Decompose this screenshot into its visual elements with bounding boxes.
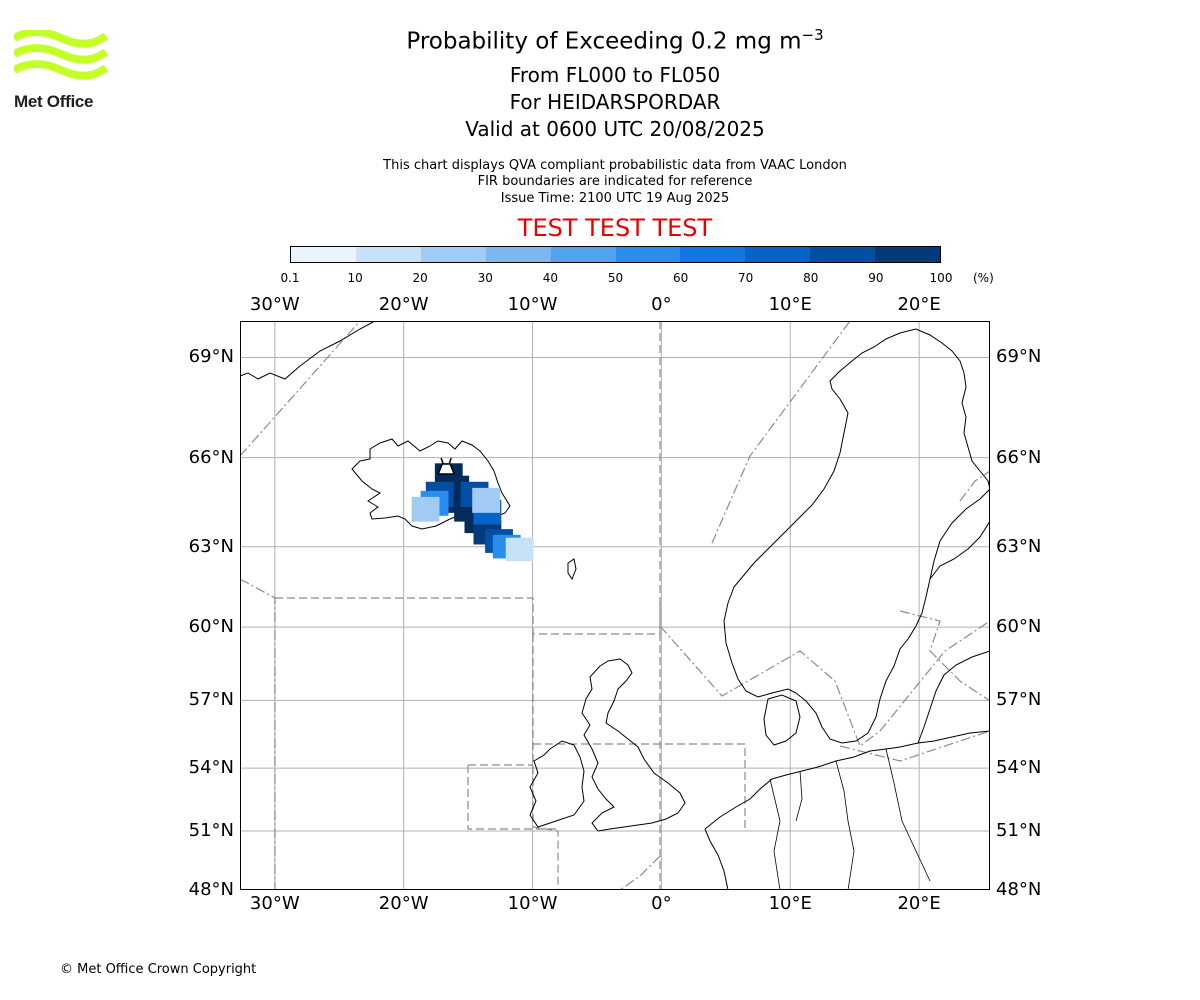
lon-tick-top: 10°E	[768, 294, 812, 315]
info-line-1: This chart displays QVA compliant probab…	[383, 158, 847, 173]
colorbar-segment	[615, 247, 681, 262]
colorbar-tick-label: 100	[929, 271, 953, 285]
colorbar-tick-label: 70	[738, 271, 754, 285]
lat-tick-left: 66°N	[188, 446, 234, 468]
lat-tick-left: 57°N	[188, 689, 234, 711]
fir-boundaries	[240, 321, 990, 890]
lon-tick-top: 20°E	[897, 294, 941, 315]
gridlines	[240, 321, 990, 890]
volcano-icon	[437, 457, 456, 475]
info-line-2: FIR boundaries are indicated for referen…	[477, 174, 753, 189]
colorbar-tick-label: 80	[803, 271, 819, 285]
lat-tick-left: 51°N	[188, 820, 234, 841]
colorbar-tick-label: 0.1	[280, 271, 300, 285]
lon-tick-bottom: 20°W	[378, 893, 429, 914]
lat-tick-right: 69°N	[996, 346, 1042, 368]
colorbar-segment	[291, 247, 356, 262]
lat-tick-right: 60°N	[996, 616, 1042, 638]
plume-cell	[505, 537, 534, 562]
test-banner: TEST TEST TEST	[517, 214, 713, 242]
lat-tick-right: 66°N	[996, 446, 1042, 468]
lat-tick-left: 54°N	[188, 757, 234, 779]
lat-tick-right: 54°N	[996, 757, 1042, 779]
lon-tick-bottom: 10°W	[507, 893, 558, 914]
colorbar-tick-label: 60	[672, 271, 689, 285]
lon-tick-bottom: 30°W	[249, 893, 300, 914]
colorbar-tick-label: 90	[868, 271, 884, 285]
valid-time: Valid at 0600 UTC 20/08/2025	[465, 117, 765, 141]
met-office-logo: Met Office	[12, 28, 114, 115]
colorbar-segment	[420, 247, 486, 262]
lon-tick-bottom: 0°	[651, 893, 672, 914]
lat-tick-right: 48°N	[996, 879, 1042, 900]
lat-tick-left: 60°N	[188, 616, 234, 638]
lat-tick-left: 69°N	[188, 346, 234, 368]
plume-cell	[411, 496, 440, 522]
lon-tick-top: 10°W	[507, 294, 558, 315]
met-office-waves-icon	[12, 28, 109, 80]
colorbar	[290, 246, 941, 263]
colorbar-segment	[810, 247, 876, 262]
lon-tick-top: 30°W	[249, 294, 300, 315]
map-panel	[240, 321, 990, 890]
lat-tick-left: 48°N	[188, 879, 234, 900]
lon-tick-top: 20°W	[378, 294, 429, 315]
chart-title: Probability of Exceeding 0.2 mg m−3	[406, 26, 824, 55]
lon-tick-bottom: 10°E	[768, 893, 812, 914]
colorbar-segment	[485, 247, 551, 262]
plume-cell	[472, 487, 501, 513]
colorbar-tick-label: 10	[347, 271, 363, 285]
map-frame	[240, 321, 990, 890]
logo-text: Met Office	[14, 92, 94, 111]
colorbar-segment	[680, 247, 746, 262]
colorbar-segment	[355, 247, 421, 262]
volcano-marker-shape	[437, 457, 456, 475]
ash-probability-plume	[411, 463, 534, 562]
colorbar-segment	[745, 247, 811, 262]
colorbar-segment	[875, 247, 941, 262]
copyright: © Met Office Crown Copyright	[60, 962, 257, 977]
colorbar-tick-label: 50	[607, 271, 624, 285]
issue-time: Issue Time: 2100 UTC 19 Aug 2025	[500, 191, 730, 206]
lat-tick-left: 63°N	[188, 535, 234, 557]
coastlines	[240, 321, 990, 890]
lat-tick-right: 51°N	[996, 820, 1042, 841]
lat-tick-right: 63°N	[996, 535, 1042, 557]
lon-tick-bottom: 20°E	[897, 893, 941, 914]
lat-tick-right: 57°N	[996, 689, 1042, 711]
colorbar-unit: (%)	[973, 271, 994, 285]
colorbar-tick-label: 20	[412, 271, 428, 285]
colorbar-tick-label: 40	[542, 271, 559, 285]
colorbar-segment	[550, 247, 616, 262]
colorbar-tick-label: 30	[477, 271, 493, 285]
level-range: From FL000 to FL050	[509, 63, 721, 87]
volcano-name: For HEIDARSPORDAR	[509, 90, 721, 114]
lon-tick-top: 0°	[651, 294, 672, 315]
